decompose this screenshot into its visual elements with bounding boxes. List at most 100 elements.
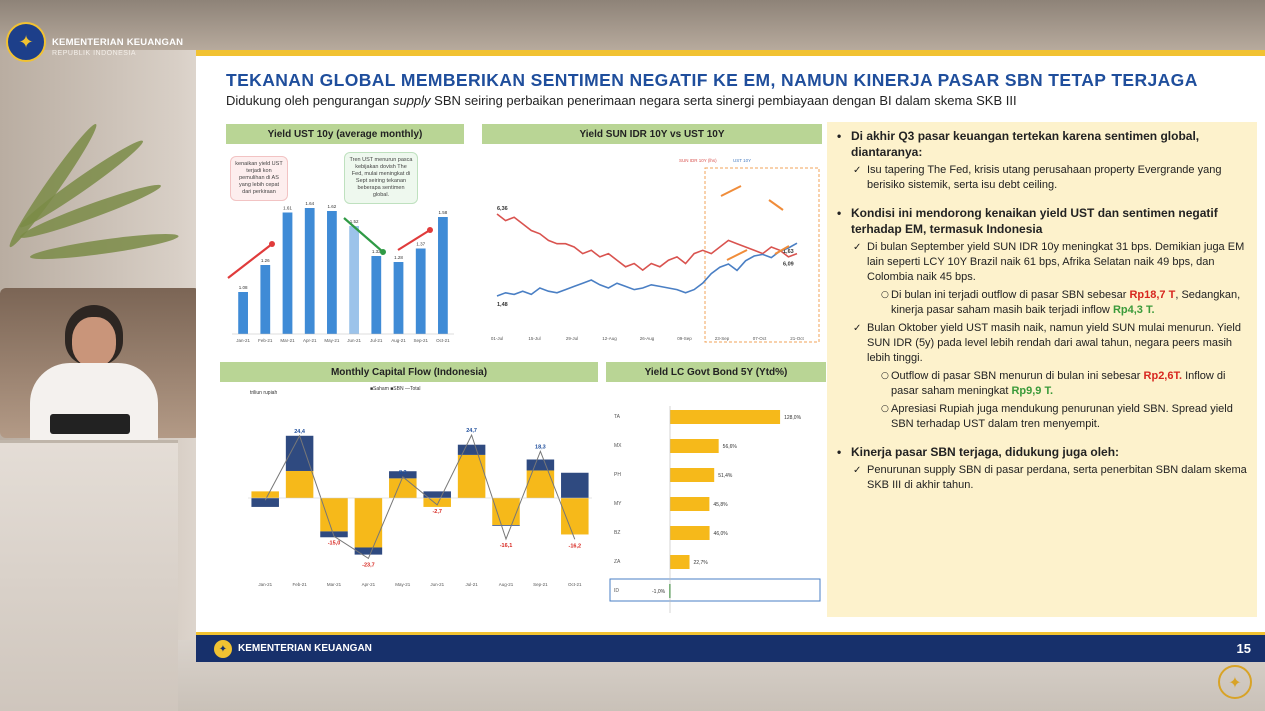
presentation-slide: TEKANAN GLOBAL MEMBERIKAN SENTIMEN NEGAT… (196, 50, 1265, 662)
ust-bar-label: 1.62 (328, 204, 337, 209)
lc-category: MY (614, 501, 622, 507)
capflow-x-tick: May-21 (395, 582, 411, 587)
point-2-detail-1: Di bulan September yield SUN IDR 10y men… (837, 240, 1247, 285)
capflow-total-label: -16,1 (500, 543, 513, 549)
point-1: Di akhir Q3 pasar keuangan tertekan kare… (837, 128, 1247, 160)
trend-arrow (720, 185, 742, 197)
speaker-figure (30, 305, 170, 445)
trend-arrow (774, 245, 790, 255)
sub2-c: Inflow di pasar saham meningkat (891, 370, 1226, 397)
lc-chart: TA 128,0% MX 56,6% PH 51,4% MY 45,8% BZ 46,0% ZA 22… (606, 382, 828, 614)
point-2-detail-2: Bulan Oktober yield UST masih naik, namu… (837, 321, 1247, 366)
point-3: Kinerja pasar SBN terjaga, didukung juga… (837, 444, 1247, 460)
capflow-x-tick: Feb-21 (292, 582, 307, 587)
ust-x-tick: Oct-21 (436, 338, 450, 343)
sub2-d: Rp9,9 T. (1011, 385, 1054, 397)
trend-arrow (397, 229, 431, 251)
ust-bar-label: 1.08 (239, 285, 248, 290)
sun-x-tick: 23-Sep (715, 336, 730, 341)
capflow-x-tick: Apr-21 (362, 582, 376, 587)
sub2-b: Rp2,6T. (1143, 370, 1183, 382)
point-2: Kondisi ini mendorong kenaikan yield UST… (837, 205, 1247, 237)
sun-end-label: 6,09 (783, 262, 794, 268)
ust-bar-label: 1.28 (394, 255, 403, 260)
sun-x-tick: 09-Sep (677, 336, 692, 341)
point-1-detail: Isu tapering The Fed, krisis utang perus… (837, 163, 1247, 193)
footer-logo-icon: ✦ (214, 640, 232, 658)
capflow-bar (389, 478, 417, 498)
ust-bar (327, 211, 337, 334)
ust-chart-svg: 1.08 Jan-21 1.26 Feb-21 1.61 Mar-21 1.64 Apr-21… (227, 201, 454, 343)
sun-chart-header: Yield SUN IDR 10Y vs UST 10Y (482, 124, 822, 144)
sun-x-tick: 15-Jul (528, 336, 540, 341)
capflow-chart-svg: triliun rupiah ■Saham ■SBN —Total Jan-21 24… (248, 386, 592, 587)
lc-category: ZA (614, 559, 621, 565)
lc-category: TA (614, 414, 621, 420)
point-3-detail: Penurunan supply SBN di pasar perdana, s… (837, 463, 1247, 493)
capflow-x-tick: Mar-21 (327, 582, 342, 587)
ust-line (496, 242, 798, 297)
capflow-bar (526, 459, 555, 471)
point-2-sub-1: Di bulan ini terjadi outflow di pasar SB… (837, 288, 1247, 318)
sub2-a: Outflow di pasar SBN menurun di bulan in… (891, 370, 1141, 382)
ust-bar-label: 1.52 (350, 219, 359, 224)
ministry-logo-icon: ✦ (6, 22, 46, 62)
lc-bar-label: -1,0% (652, 589, 666, 595)
ust-x-tick: May-21 (324, 338, 340, 343)
capflow-bar (320, 531, 348, 538)
plant-decoration (0, 110, 190, 310)
capflow-total-label: -2,7 (432, 509, 441, 515)
point-2-sub-2: Outflow di pasar SBN menurun di bulan in… (837, 369, 1247, 399)
ust-bar-label: 1.58 (439, 210, 448, 215)
trend-arrow (726, 249, 748, 261)
sun-chart-svg: 6,36 6,09 1,48 1,63 01-Jul 15-Jul 29-Jul 12-Aug… (491, 158, 820, 343)
capflow-total-label: -16,2 (569, 543, 582, 549)
capflow-chart: triliun rupiah ■Saham ■SBN —Total Jan-21 24… (220, 382, 600, 626)
capflow-bar (285, 470, 314, 498)
ust-bar-label: 1.37 (416, 242, 425, 247)
footer-brand: KEMENTERIAN KEUANGAN (238, 643, 372, 654)
sub1-b: Rp18,7 T (1129, 289, 1176, 301)
sub1-c: , Sedangkan, kinerja pasar saham masih b… (891, 289, 1241, 316)
ust-bar (349, 226, 359, 334)
point-2-sub-3: Apresiasi Rupiah juga mendukung penuruna… (837, 402, 1247, 432)
ust-bar (260, 265, 271, 334)
lc-bar-label: 51,4% (718, 473, 733, 479)
subtitle-italic: supply (392, 93, 431, 108)
sun-x-tick: 21-Oct (790, 336, 804, 341)
sun-x-tick: 07-Oct (753, 336, 767, 341)
lc-bar-label: 22,7% (694, 560, 709, 566)
ust-x-tick: Mar-21 (280, 338, 295, 343)
ust-bar-label: 1.26 (261, 258, 270, 263)
key-points-panel: Di akhir Q3 pasar keuangan tertekan kare… (827, 122, 1257, 617)
capflow-x-tick: Oct-21 (568, 582, 582, 587)
brand-name: KEMENTERIAN KEUANGAN (52, 37, 184, 48)
ust-chart: 1.08 Jan-21 1.26 Feb-21 1.61 Mar-21 1.64 Apr-21… (220, 148, 466, 348)
ust-x-tick: Sep-21 (413, 338, 428, 343)
lc-bar-label: 46,0% (714, 531, 729, 537)
ust-bar (282, 212, 293, 334)
capflow-x-tick: Jan-21 (258, 582, 272, 587)
capflow-bar (354, 498, 383, 548)
sun-x-tick: 01-Jul (491, 336, 503, 341)
lc-bar-label: 128,0% (784, 415, 802, 421)
trend-arrow-head (269, 241, 275, 247)
ust-bar (371, 256, 382, 334)
ust-chart-header: Yield UST 10y (average monthly) (226, 124, 464, 144)
capflow-unit: triliun rupiah (250, 390, 277, 396)
sun-chart: 6,36 6,09 1,48 1,63 01-Jul 15-Jul 29-Jul 12-Aug… (479, 148, 823, 348)
ust-bar (438, 217, 448, 334)
subtitle-pre: Didukung oleh pengurangan (226, 93, 393, 108)
lc-bar (670, 439, 719, 453)
podium (0, 440, 178, 711)
trend-arrow-head (380, 249, 386, 255)
ust-x-tick: Jan-21 (236, 338, 250, 343)
ust-x-tick: Apr-21 (303, 338, 317, 343)
sub1-d: Rp4,3 T. (1112, 304, 1155, 316)
capflow-bar (492, 525, 520, 526)
ust-note-right: Tren UST menurun pasca kebijakan dovish … (344, 152, 418, 204)
brand-subtitle: REPUBLIK INDONESIA (52, 50, 137, 57)
sun-start-label: 6,36 (497, 206, 508, 212)
capflow-x-tick: Jul-21 (465, 582, 478, 587)
ceiling (0, 0, 1265, 50)
